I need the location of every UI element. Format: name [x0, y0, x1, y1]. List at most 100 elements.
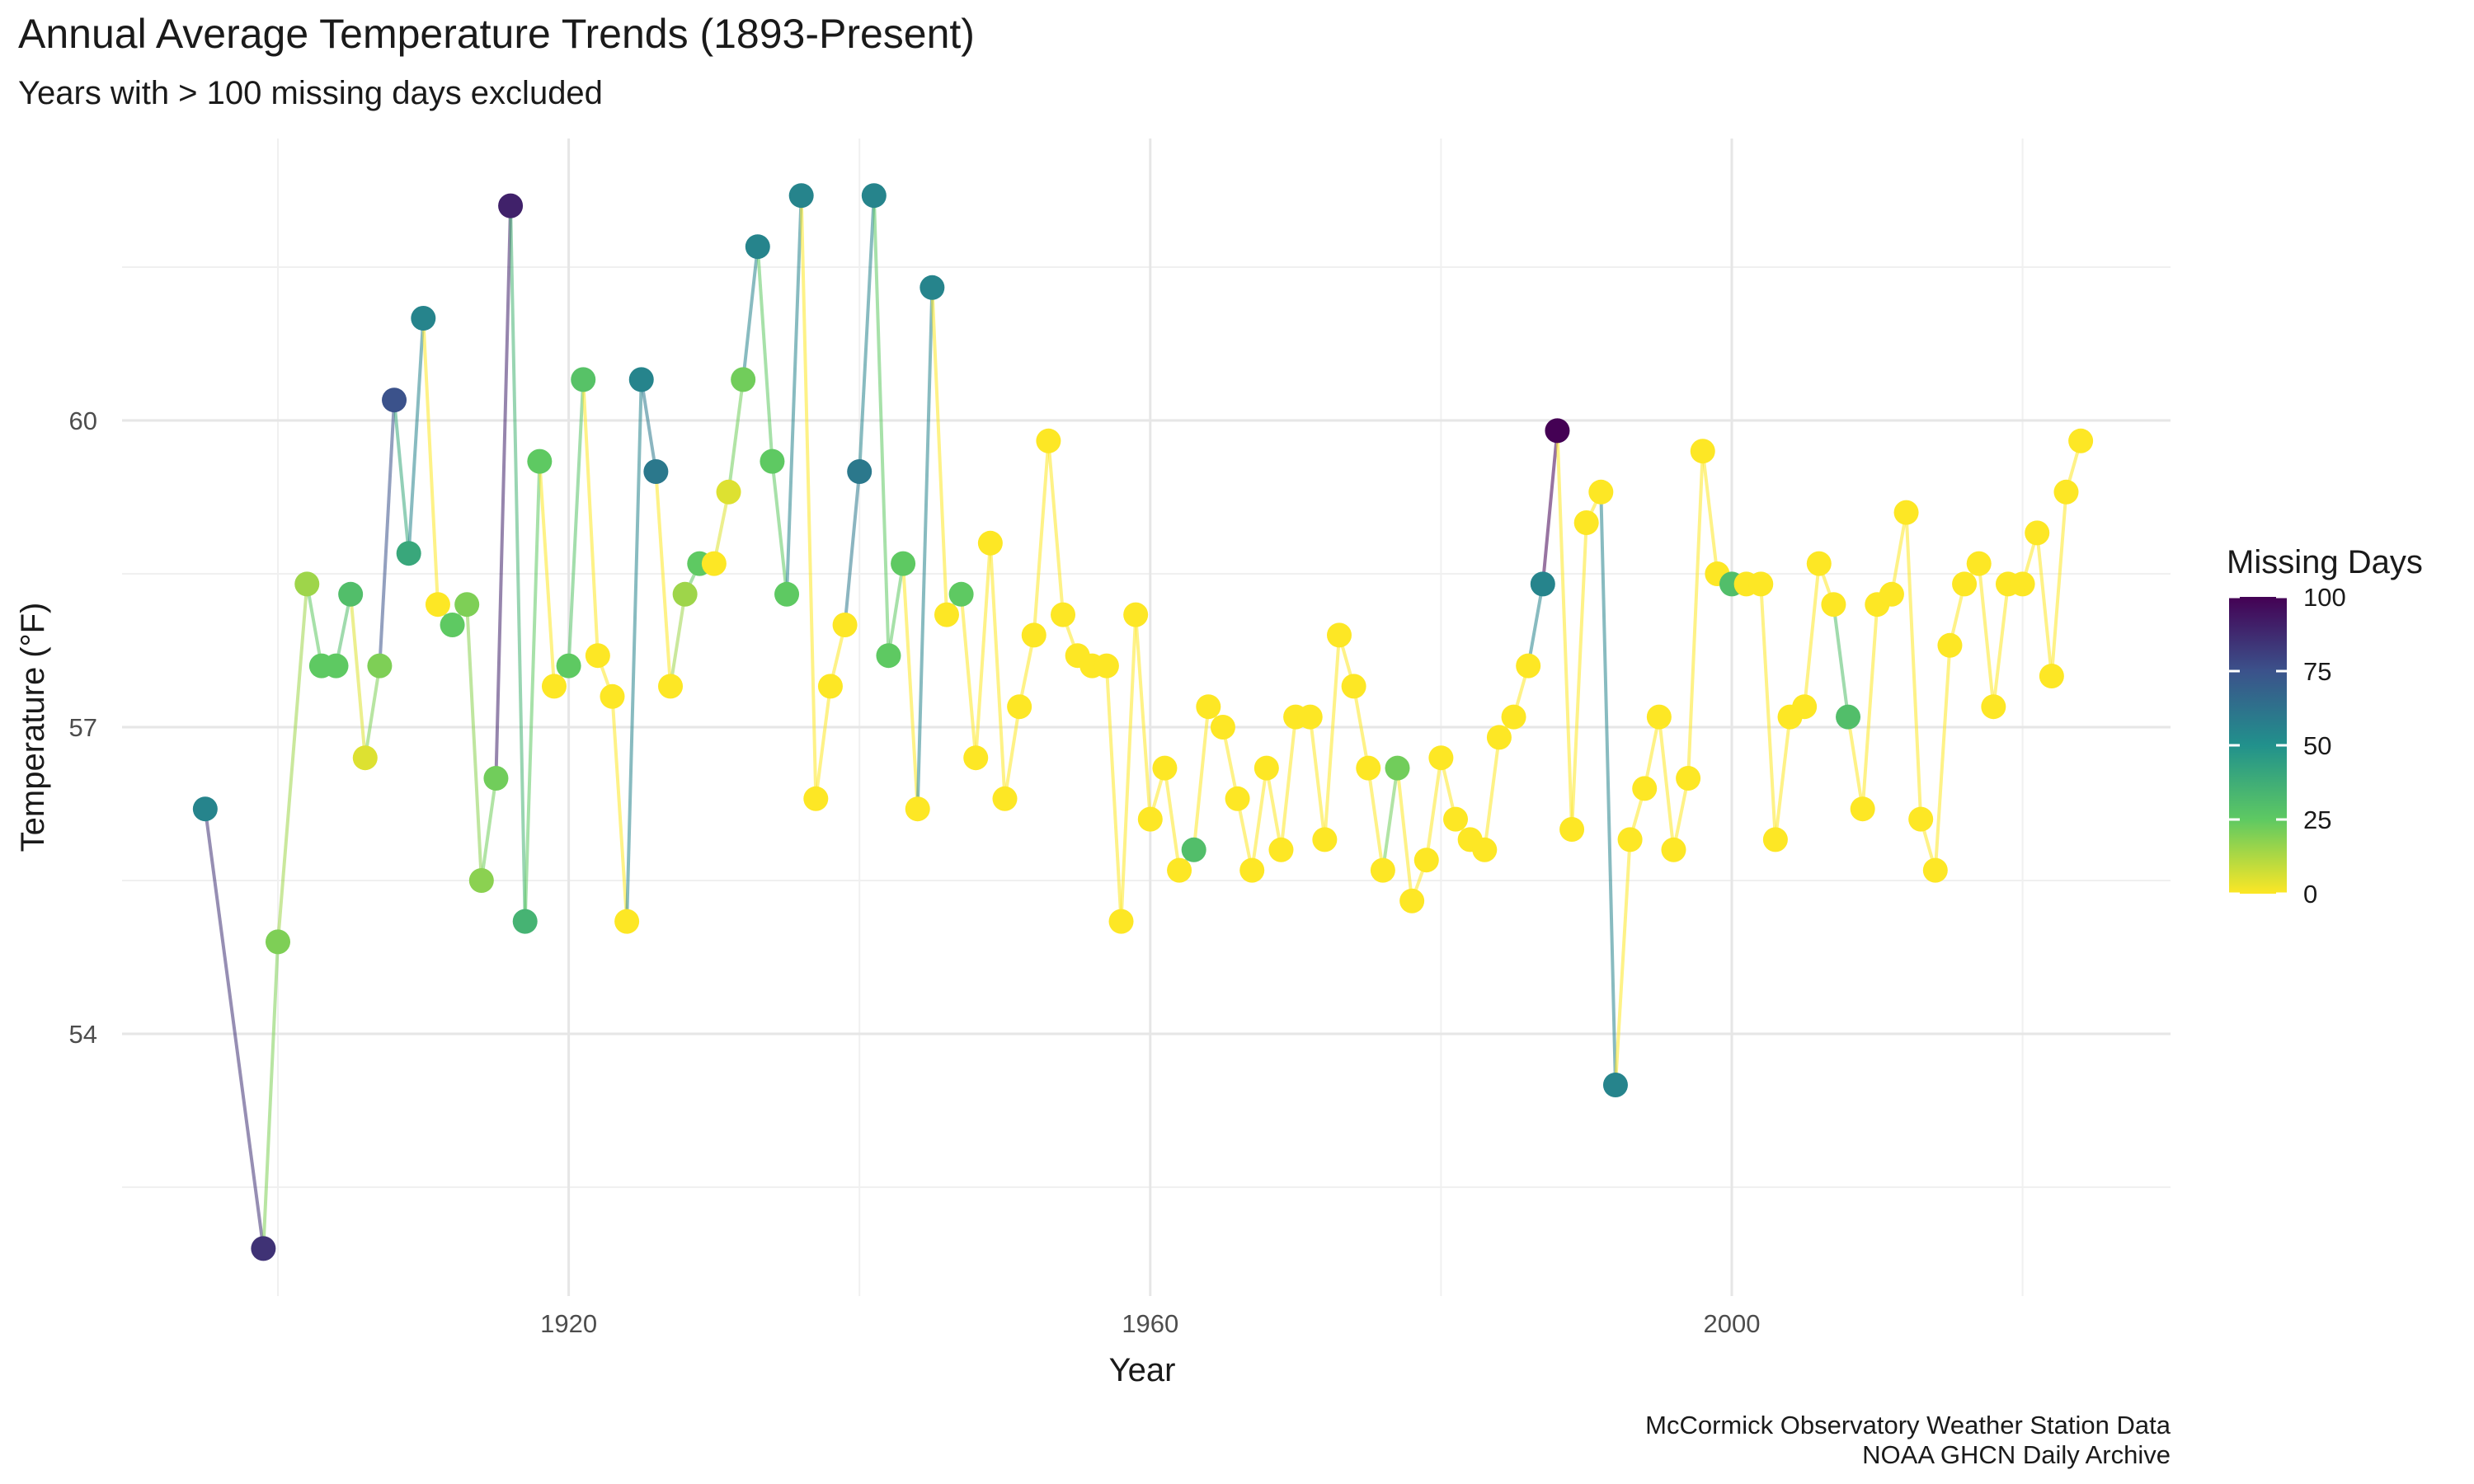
data-point	[861, 183, 887, 209]
data-point	[1588, 479, 1614, 505]
data-point	[192, 796, 218, 822]
data-point	[468, 868, 494, 893]
data-point	[774, 581, 800, 607]
data-point	[1573, 510, 1599, 535]
series-line-segment	[1483, 737, 1501, 851]
data-point	[367, 653, 393, 679]
series-line-segment	[305, 584, 323, 666]
data-point	[1413, 848, 1439, 873]
series-line-segment	[276, 584, 309, 942]
series-line-segment	[1047, 440, 1065, 615]
data-point	[1326, 622, 1352, 648]
data-point	[948, 581, 974, 607]
data-point	[716, 479, 741, 505]
data-point	[396, 541, 421, 566]
series-line-segment	[363, 665, 382, 758]
data-point	[1530, 571, 1555, 597]
data-point	[977, 530, 1003, 556]
y-tick-label: 60	[69, 406, 97, 435]
series-line-segment	[1352, 686, 1371, 768]
series-line-segment	[1700, 450, 1719, 575]
series-line-segment	[1250, 768, 1268, 871]
series-line-segment	[465, 604, 483, 881]
legend-tick-label: 100	[2303, 583, 2346, 612]
series-line-segment	[567, 379, 586, 666]
series-line-segment	[639, 379, 658, 472]
data-point	[1617, 827, 1643, 852]
series-line-segment	[1686, 451, 1705, 779]
data-point	[1545, 418, 1570, 444]
data-point	[1443, 806, 1469, 832]
data-point	[628, 367, 654, 392]
x-tick-label: 1960	[1122, 1309, 1178, 1338]
series-line-segment	[261, 942, 280, 1249]
series-line-segment	[1773, 716, 1792, 840]
data-point	[338, 581, 364, 607]
series-line-segment	[203, 808, 266, 1249]
data-point	[1385, 755, 1410, 781]
series-line-segment	[1163, 768, 1182, 871]
series-line-segment	[1192, 706, 1211, 851]
series-line-segment	[814, 686, 832, 800]
data-point	[672, 581, 698, 607]
series-line-segment	[1526, 584, 1545, 666]
data-point	[527, 448, 553, 474]
data-point	[512, 909, 538, 934]
y-tick-label: 54	[69, 1020, 97, 1049]
series-line-segment	[1599, 491, 1617, 1086]
series-line-segment	[915, 287, 934, 810]
data-point	[382, 387, 407, 413]
series-line-segment	[669, 594, 687, 687]
data-point	[760, 448, 785, 474]
data-point	[556, 653, 581, 679]
data-point	[1981, 694, 2006, 720]
data-point	[1036, 428, 1061, 453]
data-point	[1806, 551, 1832, 576]
data-point	[1051, 602, 1076, 627]
series-line-segment	[1540, 430, 1559, 585]
data-point	[731, 367, 756, 392]
data-point	[920, 275, 945, 300]
data-point	[454, 592, 480, 618]
series-line-segment	[1889, 512, 1908, 595]
data-point	[251, 1236, 276, 1261]
data-point	[1239, 857, 1265, 883]
series-line-segment	[741, 246, 760, 380]
series-line-segment	[509, 205, 527, 922]
data-point	[1937, 632, 1963, 658]
series-line-segment	[2049, 491, 2068, 677]
data-point	[1908, 806, 1934, 832]
data-point	[817, 674, 843, 699]
data-point	[1181, 837, 1206, 862]
data-point	[2025, 520, 2050, 546]
data-point	[1297, 704, 1323, 730]
series-line-segment	[1759, 584, 1777, 840]
y-tick-labels: 54 57 60	[69, 406, 97, 1049]
series-line-segment	[1380, 768, 1399, 871]
series-line-segment	[872, 195, 891, 656]
legend-tick-label: 75	[2303, 657, 2331, 686]
data-point	[1472, 837, 1498, 862]
data-point	[1966, 551, 1992, 576]
data-point	[1137, 806, 1163, 832]
series-line-segment	[393, 400, 411, 554]
y-axis-title: Temperature (°F)	[15, 603, 51, 852]
x-tick-labels: 1920 1960 2000	[540, 1309, 1760, 1338]
data-point	[1792, 694, 1818, 720]
series-line-segment	[727, 379, 745, 493]
data-point	[1602, 1073, 1628, 1097]
series-line-segment	[479, 777, 498, 881]
series-line-segment	[755, 247, 774, 462]
legend-ticks: 0 25 50 75 100	[2229, 583, 2346, 909]
series-line-segment	[988, 542, 1007, 799]
series-line-segment	[625, 379, 643, 922]
series-line-segment	[1119, 614, 1138, 922]
series-line-segment	[1992, 584, 2010, 707]
legend: Missing Days 0 25 50 75 100	[2227, 544, 2423, 909]
data-point	[1762, 827, 1788, 852]
series-line-segment	[1555, 430, 1574, 830]
x-tick-label: 2000	[1704, 1309, 1761, 1338]
series-line-segment	[1134, 614, 1152, 819]
series-line-segment	[974, 542, 992, 758]
